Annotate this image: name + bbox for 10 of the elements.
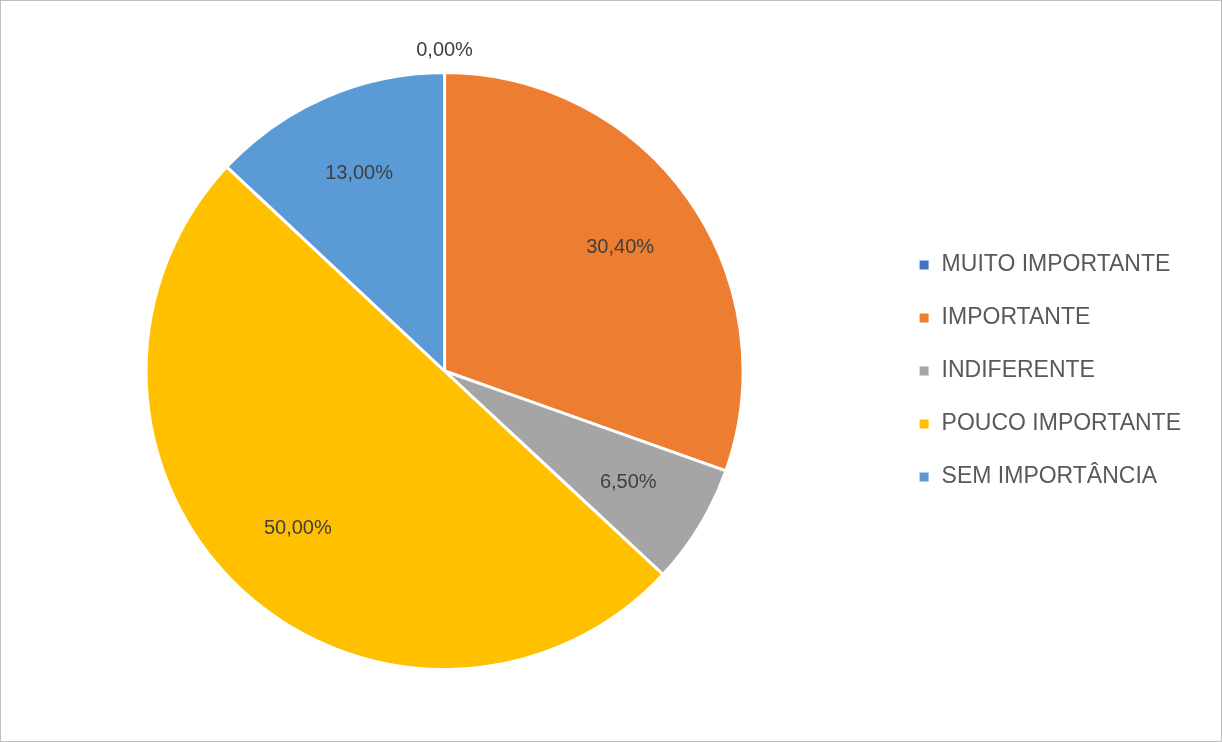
legend-label: MUITO IMPORTANTE bbox=[941, 250, 1171, 277]
legend-label: SEM IMPORTÂNCIA bbox=[941, 462, 1158, 489]
legend-label: INDIFERENTE bbox=[941, 356, 1095, 383]
data-label: 50,00% bbox=[263, 515, 332, 538]
legend-label: IMPORTANTE bbox=[941, 303, 1091, 330]
text: 0,00% bbox=[416, 38, 473, 61]
data-label: 13,00% bbox=[325, 161, 394, 184]
data-label: 30,40% bbox=[586, 234, 655, 257]
data-label: 6,50% bbox=[599, 470, 657, 493]
legend-label: POUCO IMPORTANTE bbox=[941, 409, 1181, 436]
